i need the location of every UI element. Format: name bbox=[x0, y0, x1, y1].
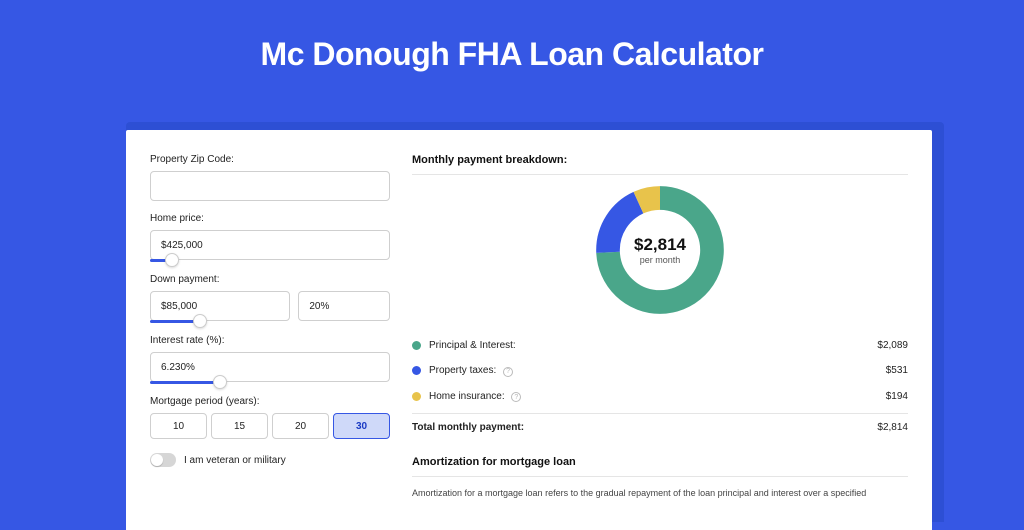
zip-input[interactable] bbox=[150, 171, 390, 201]
row-taxes: Property taxes: ? $531 bbox=[412, 358, 908, 384]
label-taxes: Property taxes: ? bbox=[429, 365, 886, 377]
rate-input[interactable] bbox=[150, 352, 390, 382]
donut-sub: per month bbox=[640, 255, 681, 265]
period-btn-15[interactable]: 15 bbox=[211, 413, 268, 439]
down-slider-thumb[interactable] bbox=[193, 314, 207, 328]
period-label: Mortgage period (years): bbox=[150, 396, 390, 407]
amortization-section: Amortization for mortgage loan Amortizat… bbox=[412, 456, 908, 500]
down-label: Down payment: bbox=[150, 274, 390, 285]
down-group: Down payment: bbox=[150, 274, 390, 323]
price-slider-thumb[interactable] bbox=[165, 253, 179, 267]
rate-label: Interest rate (%): bbox=[150, 335, 390, 346]
row-total: Total monthly payment: $2,814 bbox=[412, 413, 908, 440]
value-principal: $2,089 bbox=[877, 340, 908, 351]
breakdown-title: Monthly payment breakdown: bbox=[412, 154, 908, 166]
value-insurance: $194 bbox=[886, 391, 908, 402]
form-column: Property Zip Code: Home price: Down paym… bbox=[150, 154, 390, 530]
down-pct-input[interactable] bbox=[298, 291, 390, 321]
amort-title: Amortization for mortgage loan bbox=[412, 456, 908, 468]
price-group: Home price: bbox=[150, 213, 390, 262]
veteran-row: I am veteran or military bbox=[150, 453, 390, 467]
value-total: $2,814 bbox=[877, 422, 908, 433]
donut-chart: $2,814 per month bbox=[595, 185, 725, 315]
divider bbox=[412, 174, 908, 175]
breakdown-column: Monthly payment breakdown: $2,814 per mo… bbox=[412, 154, 908, 530]
value-taxes: $531 bbox=[886, 365, 908, 376]
page-title: Mc Donough FHA Loan Calculator bbox=[0, 0, 1024, 101]
price-input[interactable] bbox=[150, 230, 390, 260]
rate-slider[interactable] bbox=[150, 381, 220, 384]
donut-amount: $2,814 bbox=[634, 235, 686, 255]
row-principal: Principal & Interest: $2,089 bbox=[412, 333, 908, 358]
down-amount-input[interactable] bbox=[150, 291, 290, 321]
period-options: 10 15 20 30 bbox=[150, 413, 390, 439]
donut-center: $2,814 per month bbox=[595, 185, 725, 315]
price-slider[interactable] bbox=[150, 259, 172, 262]
down-slider[interactable] bbox=[150, 320, 200, 323]
donut-chart-wrap: $2,814 per month bbox=[412, 185, 908, 315]
calculator-card: Property Zip Code: Home price: Down paym… bbox=[126, 130, 932, 530]
amort-text: Amortization for a mortgage loan refers … bbox=[412, 487, 908, 500]
label-insurance-text: Home insurance: bbox=[429, 391, 505, 402]
label-insurance: Home insurance: ? bbox=[429, 391, 886, 403]
period-group: Mortgage period (years): 10 15 20 30 bbox=[150, 396, 390, 439]
info-icon[interactable]: ? bbox=[511, 392, 521, 402]
period-btn-30[interactable]: 30 bbox=[333, 413, 390, 439]
label-total: Total monthly payment: bbox=[412, 422, 877, 433]
info-icon[interactable]: ? bbox=[503, 367, 513, 377]
period-btn-10[interactable]: 10 bbox=[150, 413, 207, 439]
zip-label: Property Zip Code: bbox=[150, 154, 390, 165]
zip-group: Property Zip Code: bbox=[150, 154, 390, 201]
label-taxes-text: Property taxes: bbox=[429, 365, 496, 376]
veteran-label: I am veteran or military bbox=[184, 455, 286, 466]
rate-group: Interest rate (%): bbox=[150, 335, 390, 384]
divider bbox=[412, 476, 908, 477]
outer-card-shadow: Property Zip Code: Home price: Down paym… bbox=[126, 122, 944, 522]
period-btn-20[interactable]: 20 bbox=[272, 413, 329, 439]
dot-insurance bbox=[412, 392, 421, 401]
rate-slider-thumb[interactable] bbox=[213, 375, 227, 389]
veteran-toggle[interactable] bbox=[150, 453, 176, 467]
label-principal: Principal & Interest: bbox=[429, 340, 877, 351]
dot-principal bbox=[412, 341, 421, 350]
price-label: Home price: bbox=[150, 213, 390, 224]
row-insurance: Home insurance: ? $194 bbox=[412, 384, 908, 410]
dot-taxes bbox=[412, 366, 421, 375]
